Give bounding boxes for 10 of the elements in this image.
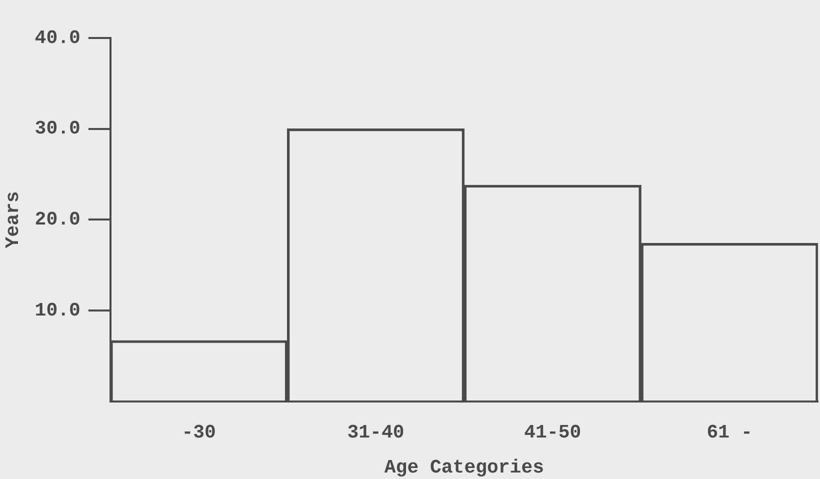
x-tick-label: 41-50 [524, 422, 582, 444]
x-axis-title: Age Categories [384, 456, 544, 478]
y-tick-label: 20.0 [34, 208, 80, 230]
y-tick-label: 30.0 [34, 118, 80, 140]
x-tick-label: 61 - [706, 422, 752, 444]
y-tick-label: 40.0 [34, 26, 80, 49]
x-tick-label: 31-40 [347, 422, 404, 444]
x-tick-label: -30 [182, 422, 216, 444]
y-tick-label: 10.0 [34, 299, 80, 322]
y-axis-title: Years [2, 191, 24, 248]
